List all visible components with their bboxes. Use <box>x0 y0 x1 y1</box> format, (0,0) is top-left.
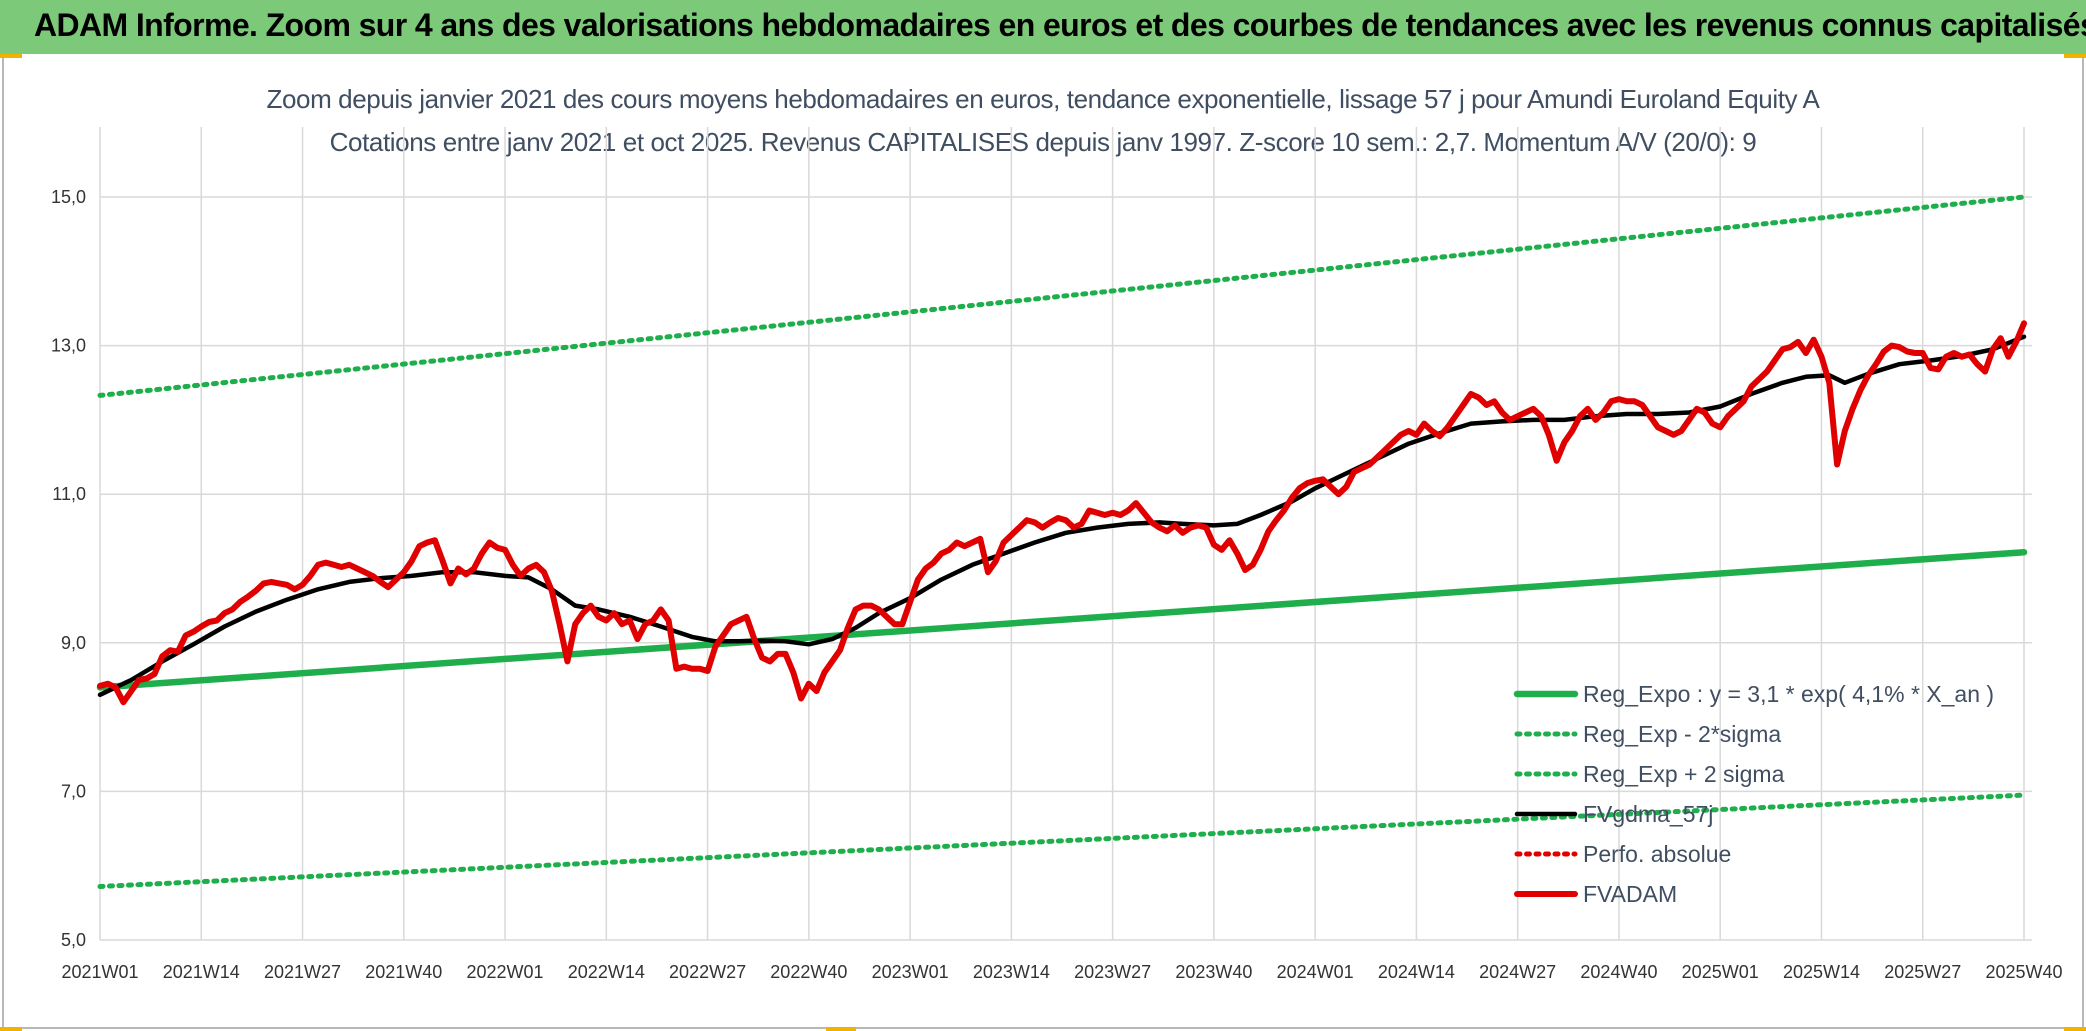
legend-label: Reg_Exp + 2 sigma <box>1583 761 1785 787</box>
y-tick-label: 11,0 <box>52 484 86 504</box>
series-layer <box>96 194 2028 889</box>
x-tick-label: 2025W40 <box>1985 962 2062 982</box>
series-line-4 <box>97 334 2027 698</box>
legend-label: FVADAM <box>1583 881 1677 907</box>
legend-label: FVgdma_57j <box>1583 801 1713 827</box>
corner-accent-left <box>0 54 22 58</box>
x-tick-label: 2021W14 <box>163 962 240 982</box>
x-tick-label: 2025W27 <box>1884 962 1961 982</box>
y-tick-label: 5,0 <box>61 930 86 950</box>
series-line-6 <box>97 320 2027 706</box>
x-axis-ticks: 2021W01 2021W14 2021W27 2021W40 2022W01 2022W… <box>61 962 2062 982</box>
corner-accent-bottom-left <box>0 1027 22 1031</box>
x-tick-label: 2022W40 <box>770 962 847 982</box>
corner-accent-bottom-right <box>2064 1027 2086 1031</box>
report-banner: ADAM Informe. Zoom sur 4 ans des valoris… <box>0 0 2086 54</box>
x-tick-label: 2025W14 <box>1783 962 1860 982</box>
x-tick-label: 2024W27 <box>1479 962 1556 982</box>
legend: Reg_Expo : y = 3,1 * exp( 4,1% * X_an ) R… <box>1513 681 1994 907</box>
y-tick-label: 9,0 <box>61 633 86 653</box>
series-line-1 <box>96 548 2028 691</box>
legend-label: Reg_Exp - 2*sigma <box>1583 721 1781 747</box>
x-tick-label: 2021W27 <box>264 962 341 982</box>
y-tick-label: 15,0 <box>51 187 86 207</box>
x-tick-label: 2022W27 <box>669 962 746 982</box>
series-line-2 <box>97 792 2027 889</box>
corner-accent-bottom-mid <box>826 1027 856 1031</box>
x-tick-label: 2024W01 <box>1277 962 1354 982</box>
y-axis-ticks: 5,0 7,0 9,0 11,0 13,0 15,0 <box>51 187 86 950</box>
x-tick-label: 2025W01 <box>1682 962 1759 982</box>
report-title: ADAM Informe. Zoom sur 4 ans des valoris… <box>34 7 2086 43</box>
chart-subtitle: Cotations entre janv 2021 et oct 2025. R… <box>329 127 1757 157</box>
x-tick-label: 2022W14 <box>568 962 645 982</box>
x-tick-label: 2023W01 <box>872 962 949 982</box>
corner-accent-right <box>2064 54 2086 58</box>
x-tick-label: 2022W01 <box>467 962 544 982</box>
chart-title: Zoom depuis janvier 2021 des cours moyen… <box>266 84 1820 114</box>
x-tick-label: 2023W14 <box>973 962 1050 982</box>
chart-frame <box>2 54 2084 1029</box>
legend-label: Reg_Expo : y = 3,1 * exp( 4,1% * X_an ) <box>1583 681 1994 707</box>
x-tick-label: 2024W40 <box>1580 962 1657 982</box>
y-tick-label: 13,0 <box>51 336 86 356</box>
series-line-3 <box>97 194 2027 398</box>
x-tick-label: 2024W14 <box>1378 962 1455 982</box>
legend-label: Perfo. absolue <box>1583 841 1731 867</box>
x-tick-label: 2021W40 <box>365 962 442 982</box>
x-tick-label: 2021W01 <box>61 962 138 982</box>
y-tick-label: 7,0 <box>61 781 86 801</box>
grid-layer <box>99 127 2032 941</box>
x-tick-label: 2023W27 <box>1074 962 1151 982</box>
x-tick-label: 2023W40 <box>1175 962 1252 982</box>
